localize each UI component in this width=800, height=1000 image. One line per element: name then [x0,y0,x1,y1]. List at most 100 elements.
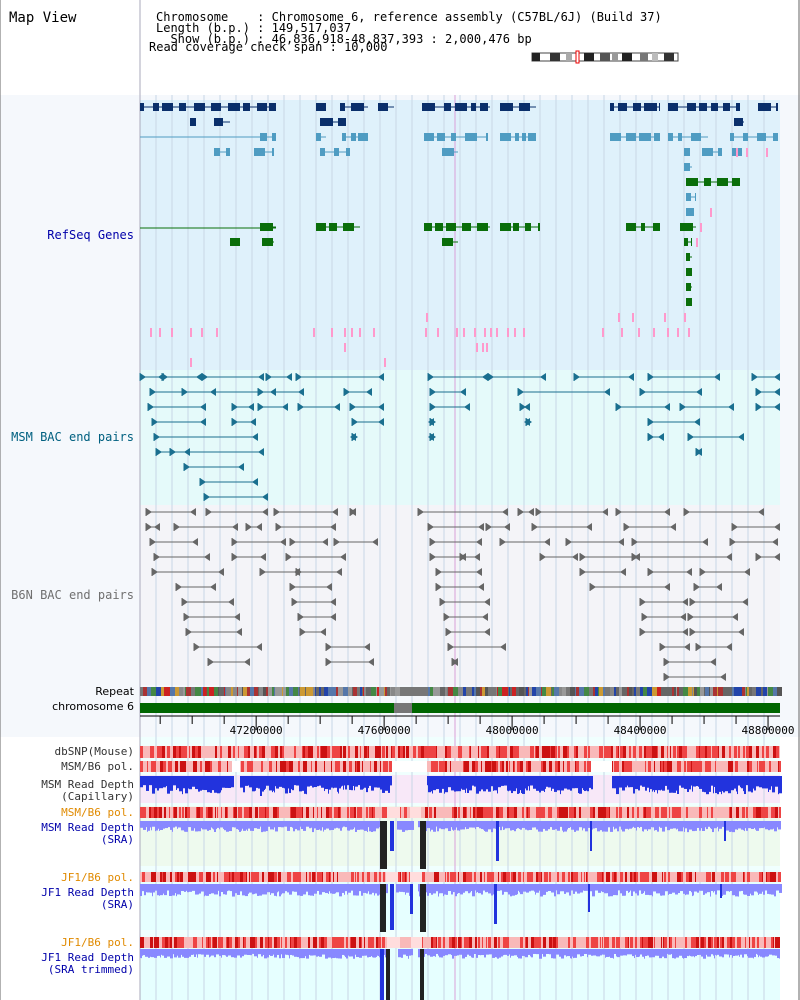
snp-density-bin [513,872,516,882]
snp-density-bin [747,761,749,772]
snp-density-bin [360,807,362,818]
msm-b6-pol-capillary-label[interactable]: MSM/B6 pol. [61,760,134,773]
snp-density-bin [296,746,298,758]
read-depth-bin [643,949,644,957]
read-depth-bin [673,776,676,793]
read-depth-bin [680,821,683,832]
repeat-element [336,687,338,696]
snp-density-bin [235,746,236,758]
snp-density-bin [607,746,610,758]
read-depth-bin [223,884,225,895]
msm-bac-end-pairs-label[interactable]: MSM BAC end pairs [11,430,134,444]
snp-density-bin [256,746,257,758]
snp-density-bin [433,937,436,948]
read-depth-bin [544,776,545,793]
snp-density-bin [678,807,680,818]
refseq-genes-label[interactable]: RefSeq Genes [47,228,134,242]
read-depth-bin [618,884,620,891]
read-depth-bin [779,776,782,794]
read-depth-bin [593,821,595,829]
repeat-element [364,687,366,696]
repeat-element [692,687,693,696]
read-depth-bin [520,821,522,830]
msm-read-depth-sra-label[interactable]: MSM Read Depth (SRA) [41,821,134,846]
snp-density-bin [676,746,677,758]
snp-density-bin [724,807,725,818]
jf1-b6-pol-label[interactable]: JF1/B6 pol. [61,871,134,884]
read-depth-bin [765,821,768,830]
read-depth-bin [687,949,688,956]
snp-density-bin [754,807,756,818]
snp-density-bin [234,872,235,882]
read-depth-bin [705,884,707,894]
repeat-element [589,687,593,696]
snp-density-bin [436,807,437,818]
read-depth-bin [733,949,735,956]
read-depth-bin [607,884,608,894]
snp-density-bin [506,937,509,948]
snp-density-bin [619,746,620,758]
repeat-element [385,687,387,696]
repeat-element [300,687,305,696]
dbsnp-label[interactable]: dbSNP(Mouse) [54,745,134,758]
read-depth-bin [273,949,274,955]
snp-density-bin [776,872,777,882]
bac-end-arrow [774,373,780,381]
read-depth-bin [462,821,465,830]
bac-end-arrow [670,523,676,531]
read-depth-bin [727,949,729,955]
snp-density-bin [689,872,692,882]
b6n-bac-end-pairs-track[interactable] [145,508,780,681]
bac-end-arrow [738,628,744,636]
read-depth-bin [706,821,708,830]
refseq-genes-track[interactable] [140,103,778,367]
bac-end-arrow [350,508,356,516]
read-depth-bin [199,884,201,894]
msm-b6-pol-sra-label[interactable]: MSM/B6 pol. [61,806,134,819]
read-depth-bin [759,949,760,956]
b6n-bac-end-pairs-label[interactable]: B6N BAC end pairs [11,588,134,602]
jf1-read-depth-trimmed-label[interactable]: JF1 Read Depth (SRA trimmed) [41,951,134,976]
snp-density-bin [771,937,773,948]
read-depth-bin [584,776,586,792]
snp-density-bin [618,937,620,948]
bac-end-arrow [336,568,342,576]
read-depth-bin [333,776,334,789]
snp-density-bin [288,937,289,948]
read-depth-spike [390,884,394,930]
read-depth-bin [451,821,452,828]
snp-density-bin [612,937,615,948]
snp-density-bin [601,807,603,818]
gene-exon [480,103,488,111]
snp-density-bin [570,937,572,948]
jf1-b6-pol-trimmed-label[interactable]: JF1/B6 pol. [61,936,134,949]
snp-density-bin [177,807,179,818]
snp-density-bin [644,872,645,882]
read-depth-bin [219,884,221,897]
read-depth-bin [343,776,344,790]
snp-density-bin [262,746,265,758]
snp-marker [688,328,690,337]
jf1-read-depth-sra-label[interactable]: JF1 Read Depth (SRA) [41,886,134,911]
snp-density-bin [163,807,164,818]
bac-end-arrow [640,388,646,396]
snp-density-bin [673,937,675,948]
read-depth-bin [285,949,286,955]
msm-read-depth-capillary-label[interactable]: MSM Read Depth (Capillary) [41,778,134,803]
snp-density-bin [524,872,527,882]
snp-density-bin [666,872,668,882]
snp-density-bin [154,937,157,948]
snp-density-bin [461,761,463,772]
snp-density-bin [690,746,693,758]
repeat-element [498,687,502,696]
read-depth-bin [224,821,226,831]
snp-density-bin [416,746,417,758]
read-depth-bin [536,776,539,791]
read-depth-bin [652,884,653,897]
read-depth-bin [141,949,142,959]
snp-density-bin [178,937,181,948]
msm-bac-end-pairs-track[interactable] [139,373,780,501]
snp-density-bin [340,746,342,758]
snp-density-bin [741,761,742,772]
